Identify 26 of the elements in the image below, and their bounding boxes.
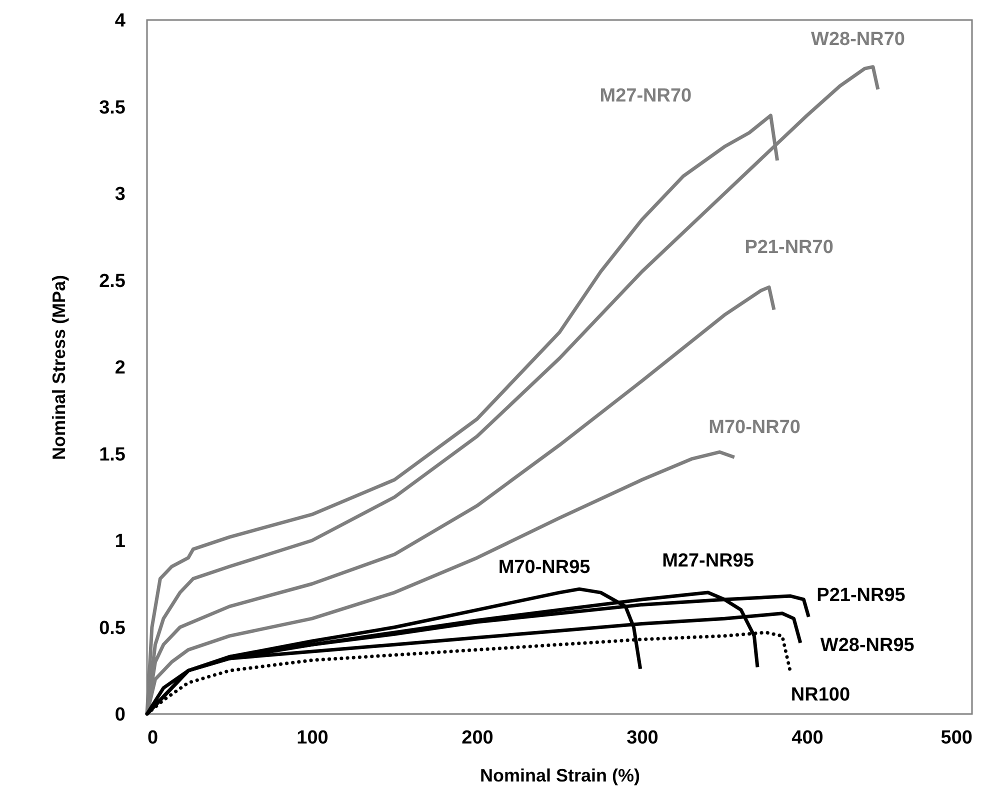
x-tick-label: 400	[792, 728, 824, 748]
y-tick-label: 2	[114, 358, 126, 378]
x-tick-label: 100	[296, 728, 328, 748]
series-label: W28-NR95	[820, 634, 915, 656]
x-axis-title: Nominal Strain (%)	[480, 766, 640, 786]
series-label: W28-NR70	[811, 28, 905, 50]
x-tick-label: 0	[148, 728, 158, 748]
y-tick-label: 4	[114, 10, 126, 32]
series-label: P21-NR95	[816, 584, 906, 606]
series-label: P21-NR70	[744, 237, 834, 258]
x-tick-label: 300	[626, 728, 658, 748]
y-tick-label: 3.5	[99, 97, 126, 118]
y-tick-label: 0.5	[99, 618, 126, 639]
y-tick-label: 2.5	[99, 270, 126, 292]
y-tick-label: 3	[114, 184, 126, 205]
y-axis-title: Nominal Stress (MPa)	[49, 274, 70, 460]
x-tick-label: 200	[462, 728, 494, 748]
series-label: NR100	[790, 684, 850, 706]
text: M27-NR70	[600, 85, 692, 106]
series-label: M70-NR70	[708, 417, 800, 438]
y-tick-label: 1.5	[99, 444, 126, 466]
y-tick-label: 0	[114, 704, 126, 726]
y-tick-label: 1	[114, 531, 126, 552]
series-label: M27-NR95	[662, 550, 754, 572]
series-label: M70-NR95	[498, 557, 591, 578]
x-tick-label: 500	[940, 728, 972, 748]
